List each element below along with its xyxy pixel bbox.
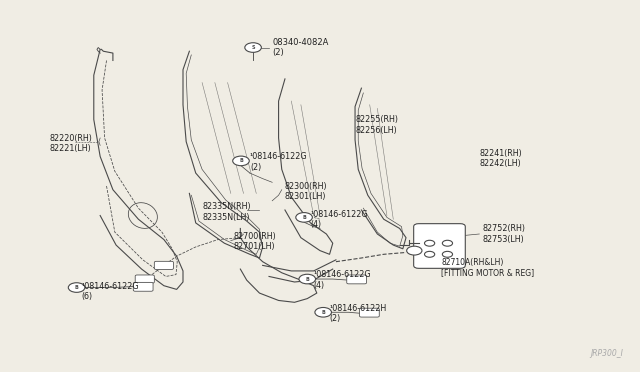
FancyBboxPatch shape xyxy=(413,224,465,268)
Text: B: B xyxy=(302,215,306,220)
Text: 82300(RH)
82301(LH): 82300(RH) 82301(LH) xyxy=(285,182,328,201)
Text: 82220(RH)
82221(LH): 82220(RH) 82221(LH) xyxy=(49,134,92,153)
Text: B: B xyxy=(305,276,309,282)
Text: B: B xyxy=(75,285,79,290)
FancyBboxPatch shape xyxy=(135,275,154,283)
Text: B: B xyxy=(321,310,325,315)
Circle shape xyxy=(299,274,316,284)
Text: 82710A(RH&LH)
[FITTING MOTOR & REG]: 82710A(RH&LH) [FITTING MOTOR & REG] xyxy=(441,257,534,277)
Text: 82335N(RH)
82335N(LH): 82335N(RH) 82335N(LH) xyxy=(202,202,251,222)
FancyBboxPatch shape xyxy=(133,282,153,291)
Text: ¹08146-6122G
(6): ¹08146-6122G (6) xyxy=(81,282,139,301)
Text: ¹08146-6122G
(4): ¹08146-6122G (4) xyxy=(314,270,371,290)
Text: S: S xyxy=(252,45,255,50)
Text: ¹08146-6122G
(2): ¹08146-6122G (2) xyxy=(250,152,308,172)
Circle shape xyxy=(442,251,452,257)
Circle shape xyxy=(245,43,261,52)
Text: ¹08146-6122G
(4): ¹08146-6122G (4) xyxy=(310,209,368,229)
FancyBboxPatch shape xyxy=(360,308,380,317)
Text: 82255(RH)
82256(LH): 82255(RH) 82256(LH) xyxy=(355,115,398,135)
Circle shape xyxy=(442,240,452,246)
FancyBboxPatch shape xyxy=(154,261,173,269)
Text: JRP300_I: JRP300_I xyxy=(590,349,623,358)
Circle shape xyxy=(424,251,435,257)
Text: 82752(RH)
82753(LH): 82752(RH) 82753(LH) xyxy=(483,224,525,244)
Circle shape xyxy=(233,156,249,166)
Circle shape xyxy=(315,308,332,317)
Text: B: B xyxy=(239,158,243,163)
Circle shape xyxy=(296,212,312,222)
Circle shape xyxy=(406,246,422,255)
Text: 82241(RH)
82242(LH): 82241(RH) 82242(LH) xyxy=(479,148,522,168)
Circle shape xyxy=(424,240,435,246)
Text: 82700(RH)
82701(LH): 82700(RH) 82701(LH) xyxy=(234,232,276,251)
Text: ¹08146-6122H
(2): ¹08146-6122H (2) xyxy=(330,304,387,323)
Circle shape xyxy=(68,283,85,292)
FancyBboxPatch shape xyxy=(347,275,367,284)
Text: 08340-4082A
(2): 08340-4082A (2) xyxy=(272,38,328,57)
